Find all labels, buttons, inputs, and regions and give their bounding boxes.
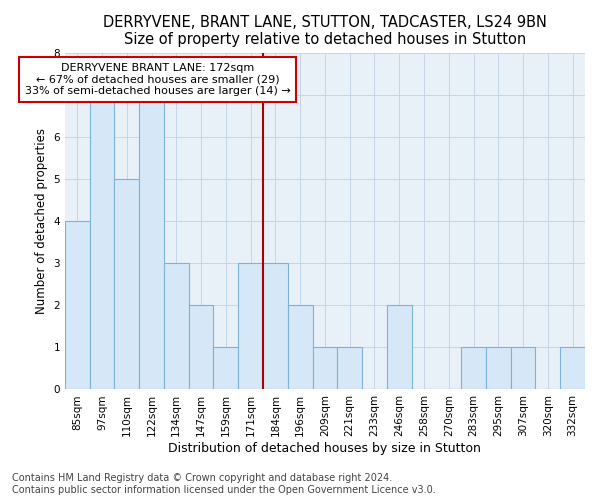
Bar	[387, 306, 412, 390]
Bar	[188, 306, 214, 390]
Bar	[164, 263, 188, 390]
Bar	[461, 348, 486, 390]
Bar	[214, 348, 238, 390]
Bar	[89, 95, 115, 390]
Bar	[115, 179, 139, 390]
Bar	[560, 348, 585, 390]
Bar	[65, 221, 89, 390]
Bar	[139, 95, 164, 390]
Bar	[337, 348, 362, 390]
Bar	[238, 263, 263, 390]
Text: DERRYVENE BRANT LANE: 172sqm
← 67% of detached houses are smaller (29)
33% of se: DERRYVENE BRANT LANE: 172sqm ← 67% of de…	[25, 63, 290, 96]
Bar	[288, 306, 313, 390]
Y-axis label: Number of detached properties: Number of detached properties	[35, 128, 48, 314]
Bar	[486, 348, 511, 390]
Title: DERRYVENE, BRANT LANE, STUTTON, TADCASTER, LS24 9BN
Size of property relative to: DERRYVENE, BRANT LANE, STUTTON, TADCASTE…	[103, 15, 547, 48]
Bar	[511, 348, 535, 390]
Bar	[313, 348, 337, 390]
Bar	[263, 263, 288, 390]
X-axis label: Distribution of detached houses by size in Stutton: Distribution of detached houses by size …	[169, 442, 481, 455]
Text: Contains HM Land Registry data © Crown copyright and database right 2024.
Contai: Contains HM Land Registry data © Crown c…	[12, 474, 436, 495]
